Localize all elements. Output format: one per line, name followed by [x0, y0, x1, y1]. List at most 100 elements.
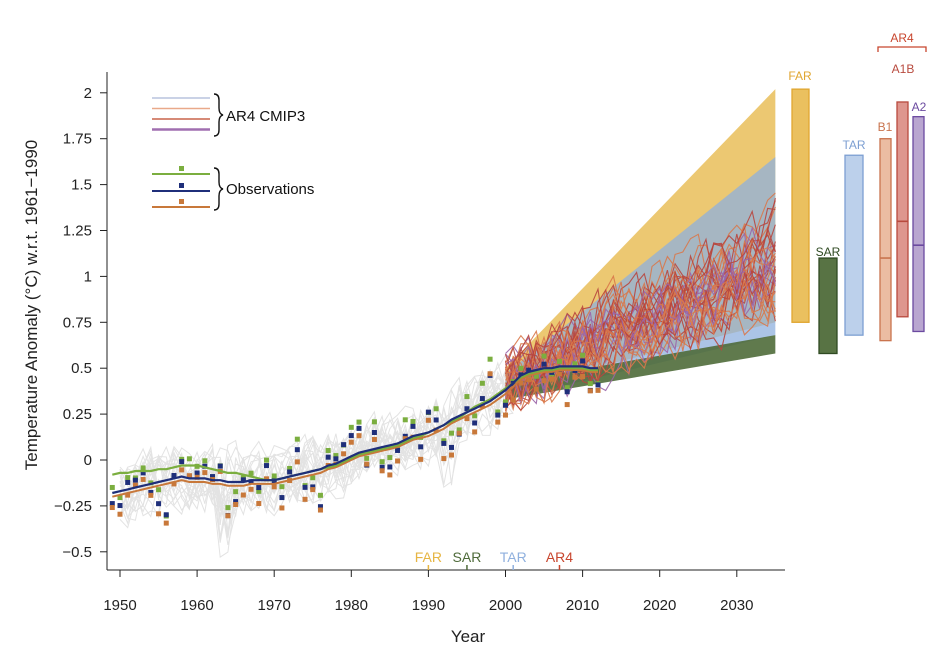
obs-point-green	[556, 358, 562, 364]
obs-point-orange	[510, 397, 516, 403]
y-ticks: −0.5 −0.25 0 0.25 0.5 0.75 1 1.25 1.5 1.75 2	[54, 85, 107, 561]
obs-point-orange	[140, 476, 146, 482]
obs-point-orange	[456, 430, 462, 436]
hindcast-run	[119, 361, 514, 520]
obs-smoothed-orange	[112, 369, 598, 498]
obs-point-orange	[263, 476, 269, 482]
obs-point-orange	[580, 373, 586, 379]
ar4-bracket	[877, 46, 927, 52]
obs-point-blue	[240, 477, 246, 483]
range-bar-sar	[818, 257, 838, 355]
x-tick-label: 2000	[489, 597, 522, 614]
obs-point-blue	[325, 454, 331, 460]
obs-point-green	[387, 455, 393, 461]
cmip3-run	[504, 209, 776, 402]
obs-point-blue	[387, 464, 393, 470]
obs-point-blue	[217, 463, 223, 469]
hindcast-run	[119, 362, 514, 518]
obs-point-blue	[479, 396, 485, 402]
y-tick-label: −0.25	[54, 498, 92, 515]
obs-point-orange	[225, 513, 231, 519]
y-tick-label: 1.25	[63, 223, 92, 240]
range-bar-label-far: FAR	[788, 69, 812, 83]
cmip3-run	[505, 269, 776, 386]
y-tick-label: 1	[84, 268, 92, 285]
obs-point-orange	[117, 511, 123, 517]
obs-point-blue	[541, 361, 547, 367]
obs-point-orange	[202, 470, 208, 476]
range-bar-label-b1: B1	[878, 120, 893, 134]
obs-point-green	[248, 470, 254, 476]
obs-point-blue	[472, 420, 478, 426]
y-axis-title: Temperature Anomaly (°C) w.r.t. 1961−199…	[22, 140, 41, 470]
cmip3-run	[505, 266, 776, 402]
obs-point-green	[271, 473, 277, 479]
obs-point-blue	[248, 479, 254, 485]
obs-point-orange	[364, 461, 370, 467]
obs-point-orange	[472, 429, 478, 435]
obs-point-orange	[348, 439, 354, 445]
obs-point-orange	[156, 511, 162, 517]
obs-point-green	[433, 406, 439, 412]
obs-point-orange	[248, 486, 254, 492]
obs-point-orange	[256, 501, 262, 507]
obs-point-green	[464, 394, 470, 400]
obs-point-green	[364, 455, 370, 461]
obs-point-blue	[171, 472, 177, 478]
legend-observations-label: Observations	[226, 181, 314, 198]
obs-point-orange	[395, 458, 401, 464]
cmip3-run	[504, 239, 776, 415]
obs-point-orange	[541, 378, 547, 384]
x-tick-label: 1950	[103, 597, 136, 614]
obs-point-orange	[371, 436, 377, 442]
obs-point-green	[202, 458, 208, 464]
obs-smoothed-blue	[112, 365, 598, 495]
range-bar-b1	[879, 138, 892, 342]
obs-point-orange	[595, 387, 601, 393]
obs-point-blue	[441, 440, 447, 446]
obs-point-green	[503, 399, 508, 405]
x-tick-label: 1990	[412, 597, 445, 614]
obs-point-green	[356, 419, 362, 425]
obs-point-blue	[410, 423, 416, 429]
obs-point-blue	[425, 409, 431, 415]
obs-point-blue	[356, 425, 362, 431]
obs-point-blue	[194, 470, 200, 476]
obs-point-orange	[171, 481, 177, 487]
obs-point-green	[279, 484, 285, 490]
range-bar-far	[791, 88, 810, 323]
obs-point-green	[294, 436, 300, 442]
obs-point-green	[263, 457, 269, 463]
obs-point-blue	[495, 412, 501, 418]
obs-point-green	[410, 419, 416, 425]
obs-point-green	[449, 430, 455, 436]
obs-point-blue	[148, 489, 154, 495]
ar4-group-label: AR4	[890, 31, 914, 45]
obs-point-orange	[441, 456, 447, 462]
legend-observations-brace	[213, 167, 224, 211]
obs-point-green	[256, 488, 262, 494]
obs-point-blue	[395, 447, 401, 453]
obs-point-green	[325, 447, 331, 453]
obs-point-blue	[163, 512, 169, 518]
obs-point-blue	[449, 444, 455, 450]
y-tick-label: 0.75	[63, 314, 92, 331]
obs-point-orange	[587, 388, 593, 394]
range-bar-tar	[844, 154, 864, 336]
obs-point-blue	[287, 469, 293, 475]
obs-point-blue	[379, 464, 385, 470]
obs-point-blue	[117, 503, 123, 509]
obs-point-blue	[317, 504, 323, 510]
legend-observations-marker	[179, 199, 184, 204]
legend-cmip3-swatches	[152, 97, 210, 131]
cmip3-run	[505, 197, 776, 387]
x-tick-label: 1980	[335, 597, 368, 614]
y-tick-label: 1.5	[71, 177, 92, 194]
range-bars: FAR SAR TAR B1 A1B A2 AR4	[788, 31, 927, 355]
obs-point-blue	[333, 456, 339, 462]
obs-point-green	[456, 427, 462, 433]
obs-point-green	[317, 492, 323, 498]
obs-point-blue	[433, 417, 439, 423]
obs-point-blue	[464, 406, 470, 412]
